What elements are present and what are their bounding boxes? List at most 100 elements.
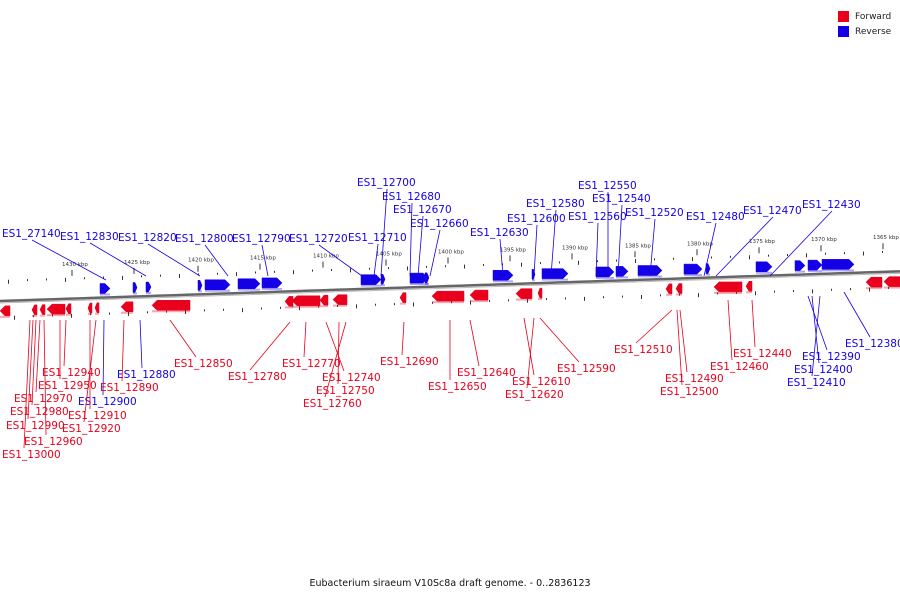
forward-gene-arrow: [675, 283, 683, 294]
gene-label-forward: ES1_13000: [2, 449, 61, 461]
forward-gene-arrow: [745, 280, 753, 292]
tick-above: [331, 268, 332, 271]
forward-leader-line: [31, 319, 37, 406]
forward-gene-arrow-shadow: [285, 306, 293, 309]
tick-above: [521, 262, 522, 267]
tick-below: [33, 315, 34, 318]
reverse-leader-line: [409, 202, 413, 277]
reverse-gene-arrow: [595, 266, 615, 278]
tick-below: [565, 297, 566, 300]
forward-leader-line: [169, 319, 197, 358]
reverse-gene-arrow-shadow: [100, 293, 110, 296]
tick-below: [14, 315, 15, 320]
forward-gene-arrow-shadow: [714, 291, 742, 294]
tick-above: [673, 257, 674, 260]
forward-leader-line: [35, 319, 41, 393]
gene-label-forward: ES1_12750: [316, 385, 375, 397]
scale-label: 1370 kbp: [811, 237, 837, 243]
tick-above: [84, 277, 85, 280]
gene-label-reverse: ES1_12390: [802, 351, 861, 363]
tick-above: [445, 265, 446, 268]
genome-backbone-shadow: [0, 272, 900, 304]
tick-above: [350, 268, 351, 273]
reverse-gene-arrow-shadow: [425, 282, 429, 285]
reverse-gene-arrow-shadow: [198, 290, 202, 293]
reverse-gene-arrow: [755, 261, 773, 273]
tick-below: [356, 304, 357, 309]
reverse-gene-arrow: [261, 277, 283, 289]
gene-label-forward: ES1_12970: [14, 393, 73, 405]
reverse-leader-line: [769, 210, 833, 277]
reverse-leader-line: [811, 295, 820, 364]
gene-label-forward: ES1_12910: [68, 410, 127, 422]
gene-label-forward: ES1_12590: [557, 363, 616, 375]
gene-label-forward: ES1_12990: [6, 420, 65, 432]
reverse-leader-line: [139, 319, 143, 369]
forward-leader-line: [469, 319, 480, 367]
forward-leader-line: [727, 299, 733, 361]
gene-label-forward: ES1_12850: [174, 358, 233, 370]
tick-below: [470, 300, 471, 305]
forward-gene-arrow: [665, 283, 673, 295]
tick-below: [660, 294, 661, 297]
tick-above: [730, 255, 731, 258]
tick-above: [559, 261, 560, 264]
gene-label-reverse: ES1_12520: [625, 207, 684, 219]
forward-leader-line: [526, 317, 535, 389]
tick-below: [755, 291, 756, 296]
reverse-leader-line: [147, 243, 201, 277]
tick-above: [255, 271, 256, 274]
forward-leader-line: [523, 317, 535, 376]
reverse-gene-arrow: [237, 278, 261, 289]
tick-above: [312, 269, 313, 272]
scale-label: 1410 kbp: [313, 254, 339, 260]
tick-above: [160, 274, 161, 277]
tick-above: [122, 275, 123, 280]
tick-below: [432, 301, 433, 304]
tick-above: [217, 272, 218, 275]
gene-label-forward: ES1_12620: [505, 389, 564, 401]
forward-gene-arrow: [883, 276, 900, 287]
tick-below: [375, 303, 376, 306]
reverse-gene-arrow-shadow: [542, 278, 568, 281]
reverse-leader-line: [380, 188, 388, 277]
tick-below: [394, 303, 395, 306]
legend-label-reverse: Reverse: [855, 26, 892, 37]
reverse-gene-arrow: [794, 260, 806, 271]
reverse-leader-line: [429, 229, 441, 277]
tick-below: [109, 312, 110, 315]
tick-below: [413, 302, 414, 307]
tick-below: [869, 287, 870, 292]
reverse-leader-line: [31, 239, 107, 281]
gene-label-reverse: ES1_12660: [410, 218, 469, 230]
forward-gene-arrow-shadow: [152, 310, 190, 313]
reverse-gene-arrow-shadow: [205, 289, 230, 292]
forward-gene-arrow-shadow: [666, 293, 672, 296]
reverse-leader-line: [261, 244, 269, 277]
forward-gene-arrow: [537, 287, 543, 299]
genome-backbone: [0, 270, 900, 303]
legend: Forward Reverse: [838, 9, 891, 39]
forward-gene-arrow-shadow: [432, 301, 464, 304]
gene-label-forward: ES1_12950: [38, 380, 97, 392]
forward-gene-arrow-shadow: [47, 314, 65, 317]
tick-above: [749, 255, 750, 260]
forward-gene-arrow: [865, 276, 883, 288]
gene-label-forward: ES1_12510: [614, 344, 673, 356]
reverse-gene-arrow-shadow: [808, 270, 822, 273]
tick-below: [527, 298, 528, 303]
reverse-gene-arrow-shadow: [684, 274, 702, 277]
reverse-gene-arrow: [637, 265, 663, 276]
gene-label-reverse: ES1_12680: [382, 191, 441, 203]
gene-label-reverse: ES1_12560: [568, 211, 627, 223]
forward-leader-line: [249, 321, 291, 371]
tick-above: [597, 260, 598, 263]
tick-above: [407, 266, 408, 271]
reverse-leader-line: [649, 218, 656, 277]
gene-label-reverse: ES1_12540: [592, 193, 651, 205]
forward-gene-arrow-shadow: [400, 302, 406, 305]
tick-below: [508, 299, 509, 302]
legend-label-forward: Forward: [855, 11, 892, 22]
gene-label-forward: ES1_12440: [733, 348, 792, 360]
